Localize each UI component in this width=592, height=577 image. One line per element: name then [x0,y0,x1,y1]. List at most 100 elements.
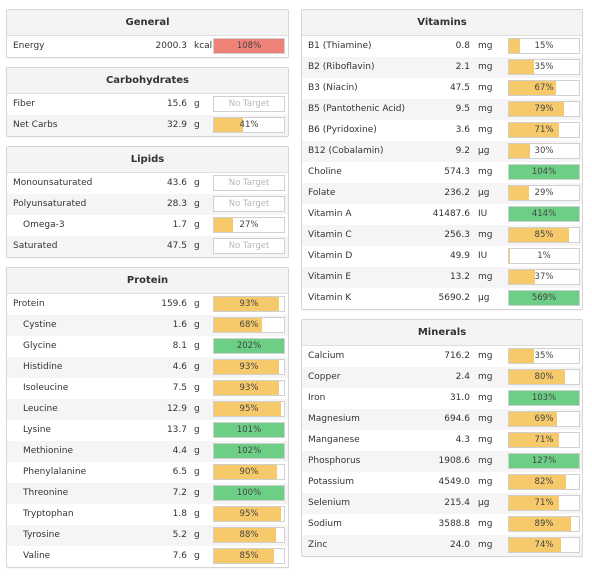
nutrient-row-vitamin-c[interactable]: Vitamin C 256.3 mg 85% [302,225,582,246]
nutrient-row-threonine[interactable]: Threonine 7.2 g 100% [7,483,288,504]
nutrient-row-lysine[interactable]: Lysine 13.7 g 101% [7,420,288,441]
progress-percent: 35% [534,62,554,72]
nutrient-unit: g [194,178,200,188]
target-progress-bar: 85% [213,548,285,564]
nutrient-unit: mg [478,83,493,93]
nutrient-amount: 4549.0 [438,477,471,487]
nutrient-row-sodium[interactable]: Sodium 3588.8 mg 89% [302,514,582,535]
nutrient-row-b1-thiamine[interactable]: B1 (Thiamine) 0.8 mg 15% [302,36,582,57]
nutrient-row-choline[interactable]: Choline 574.3 mg 104% [302,162,582,183]
nutrient-row-isoleucine[interactable]: Isoleucine 7.5 g 93% [7,378,288,399]
progress-fill [509,538,561,552]
nutrient-row-copper[interactable]: Copper 2.4 mg 80% [302,367,582,388]
nutrient-row-vitamin-k[interactable]: Vitamin K 5690.2 µg 569% [302,288,582,309]
nutrient-row-potassium[interactable]: Potassium 4549.0 mg 82% [302,472,582,493]
nutrient-unit: µg [478,146,490,156]
progress-percent: 89% [534,519,554,529]
nutrient-amount: 28.3 [166,199,187,209]
target-progress-bar: 85% [508,227,580,243]
nutrient-label: Phenylalanine [23,467,87,477]
target-progress-bar: 37% [508,269,580,285]
nutrient-row-leucine[interactable]: Leucine 12.9 g 95% [7,399,288,420]
nutrient-row-phosphorus[interactable]: Phosphorus 1908.6 mg 127% [302,451,582,472]
nutrient-row-selenium[interactable]: Selenium 215.4 µg 71% [302,493,582,514]
nutrient-amount: 12.9 [166,404,187,414]
progress-fill [214,360,280,374]
nutrient-unit: g [194,199,200,209]
target-progress-bar: 35% [508,348,580,364]
nutrient-unit: g [194,509,200,519]
nutrient-row-magnesium[interactable]: Magnesium 694.6 mg 69% [302,409,582,430]
nutrient-amount: 9.5 [455,104,470,114]
nutrient-label: B6 (Pyridoxine) [308,125,377,135]
target-progress-bar: 27% [213,217,285,233]
panel-minerals: Minerals Calcium 716.2 mg 35% Copper 2.4 mg 80% I… [301,319,583,557]
nutrient-label: Magnesium [308,414,360,424]
nutrient-row-net-carbs[interactable]: Net Carbs 32.9 g 41% [7,115,288,136]
nutrient-row-vitamin-d[interactable]: Vitamin D 49.9 IU 1% [302,246,582,267]
progress-fill [509,81,556,95]
nutrient-row-b12-cobalamin[interactable]: B12 (Cobalamin) 9.2 µg 30% [302,141,582,162]
nutrient-label: Calcium [308,351,345,361]
progress-percent: 41% [239,120,259,130]
nutrient-row-polyunsaturated[interactable]: Polyunsaturated 28.3 g No Target [7,194,288,215]
nutrient-row-monounsaturated[interactable]: Monounsaturated 43.6 g No Target [7,173,288,194]
nutrient-label: Folate [308,188,336,198]
progress-fill [509,123,559,137]
nutrient-row-calcium[interactable]: Calcium 716.2 mg 35% [302,346,582,367]
nutrient-row-vitamin-a[interactable]: Vitamin A 41487.6 IU 414% [302,204,582,225]
nutrient-row-histidine[interactable]: Histidine 4.6 g 93% [7,357,288,378]
nutrient-row-cystine[interactable]: Cystine 1.6 g 68% [7,315,288,336]
progress-percent: 103% [531,393,557,403]
target-progress-bar: No Target [213,238,285,254]
progress-percent: 71% [534,435,554,445]
nutrient-row-glycine[interactable]: Glycine 8.1 g 202% [7,336,288,357]
nutrient-row-folate[interactable]: Folate 236.2 µg 29% [302,183,582,204]
target-progress-bar: 68% [213,317,285,333]
progress-fill [214,39,284,53]
progress-percent: 67% [534,83,554,93]
nutrient-row-fiber[interactable]: Fiber 15.6 g No Target [7,94,288,115]
nutrient-row-b6-pyridoxine[interactable]: B6 (Pyridoxine) 3.6 mg 71% [302,120,582,141]
nutrient-row-energy[interactable]: Energy 2000.3 kcal 108% [7,36,288,57]
nutrient-amount: 215.4 [444,498,470,508]
nutrient-row-zinc[interactable]: Zinc 24.0 mg 74% [302,535,582,556]
nutrient-row-vitamin-e[interactable]: Vitamin E 13.2 mg 37% [302,267,582,288]
progress-percent: 127% [531,456,557,466]
progress-fill [509,370,565,384]
nutrient-row-b2-riboflavin[interactable]: B2 (Riboflavin) 2.1 mg 35% [302,57,582,78]
nutrient-unit: mg [478,272,493,282]
nutrient-label: Potassium [308,477,355,487]
progress-fill [509,39,520,53]
progress-fill [509,412,558,426]
nutrient-row-valine[interactable]: Valine 7.6 g 85% [7,546,288,567]
nutrient-row-omega-3[interactable]: Omega-3 1.7 g 27% [7,215,288,236]
nutrient-row-methionine[interactable]: Methionine 4.4 g 102% [7,441,288,462]
progress-percent: 108% [236,41,262,51]
nutrient-row-tyrosine[interactable]: Tyrosine 5.2 g 88% [7,525,288,546]
progress-fill [214,381,280,395]
nutrient-row-saturated[interactable]: Saturated 47.5 g No Target [7,236,288,257]
progress-fill [509,102,565,116]
nutrient-amount: 574.3 [444,167,470,177]
nutrient-row-b3-niacin[interactable]: B3 (Niacin) 47.5 mg 67% [302,78,582,99]
nutrient-label: Isoleucine [23,383,69,393]
nutrient-row-manganese[interactable]: Manganese 4.3 mg 71% [302,430,582,451]
target-progress-bar: 15% [508,38,580,54]
progress-fill [509,475,567,489]
nutrient-label: Lysine [23,425,51,435]
nutrient-label: Polyunsaturated [13,199,87,209]
nutrient-row-tryptophan[interactable]: Tryptophan 1.8 g 95% [7,504,288,525]
nutrient-row-protein[interactable]: Protein 159.6 g 93% [7,294,288,315]
target-progress-bar: 90% [213,464,285,480]
target-progress-bar: 71% [508,495,580,511]
nutrient-row-iron[interactable]: Iron 31.0 mg 103% [302,388,582,409]
target-progress-bar: No Target [213,196,285,212]
nutrient-label: Tyrosine [23,530,60,540]
nutrient-label: Fiber [13,99,35,109]
panel-title: Vitamins [302,10,582,36]
nutrient-unit: mg [478,456,493,466]
nutrient-row-b5-pantothenic-acid[interactable]: B5 (Pantothenic Acid) 9.5 mg 79% [302,99,582,120]
nutrient-row-phenylalanine[interactable]: Phenylalanine 6.5 g 90% [7,462,288,483]
nutrient-unit: mg [478,393,493,403]
